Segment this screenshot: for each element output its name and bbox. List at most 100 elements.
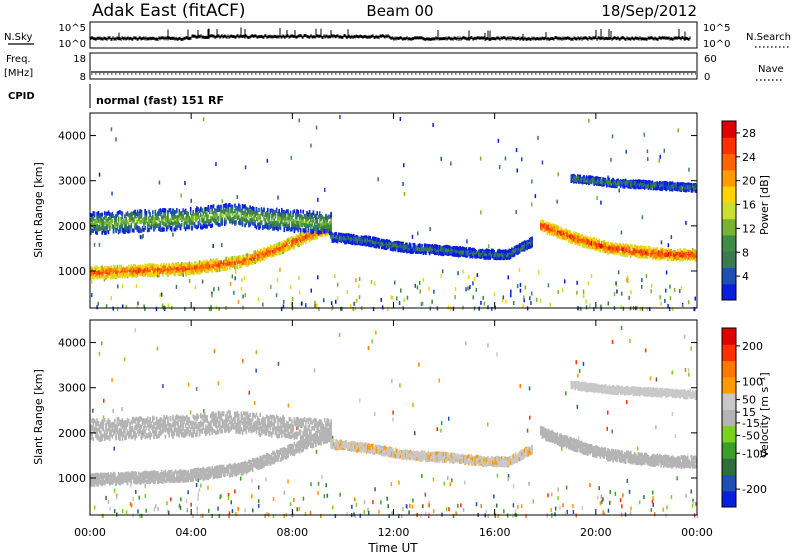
noise-cell xyxy=(356,299,358,303)
noise-cell xyxy=(230,282,232,286)
noise-cell xyxy=(596,196,598,200)
echo-cell xyxy=(263,208,265,212)
echo-cell xyxy=(208,214,210,218)
noise-cell xyxy=(666,270,668,274)
noise-cell xyxy=(276,293,278,297)
noise-cell xyxy=(600,201,602,205)
echo-cell xyxy=(180,226,182,230)
echo-cell xyxy=(278,209,280,213)
echo-cell xyxy=(146,216,148,220)
echo-cell xyxy=(219,268,221,272)
echo-cell xyxy=(330,212,332,216)
noise-cell xyxy=(583,290,585,294)
noise-cell xyxy=(612,134,614,138)
noise-cell xyxy=(94,243,96,247)
noise-cell xyxy=(641,278,643,282)
nave-tick-bottom: 0 xyxy=(704,72,710,83)
noise-cell xyxy=(316,303,318,307)
noise-cell xyxy=(311,289,313,293)
noise-cell xyxy=(664,149,666,153)
noise-cell xyxy=(542,161,544,165)
power-data xyxy=(90,115,697,311)
nave-label: Nave xyxy=(758,64,784,75)
noise-cell xyxy=(337,283,339,287)
noise-cell xyxy=(258,297,260,301)
echo-cell xyxy=(151,226,153,230)
noise-cell xyxy=(392,296,394,300)
noise-cell xyxy=(525,286,527,290)
noise-cell xyxy=(403,163,405,167)
noise-cell xyxy=(615,281,617,285)
noise-cell xyxy=(277,196,279,200)
noise-cell xyxy=(678,128,680,132)
noise-cell xyxy=(122,284,124,288)
noise-cell xyxy=(476,288,478,292)
noise-cell xyxy=(176,285,178,289)
echo-cell xyxy=(144,226,146,230)
noise-cell xyxy=(168,304,170,308)
noise-cell xyxy=(474,277,476,281)
nsearch-tick-top: 10^5 xyxy=(703,23,730,34)
nsearch-label: N.Search xyxy=(746,32,791,43)
noise-cell xyxy=(99,243,101,247)
noise-cell xyxy=(619,189,621,193)
noise-cell xyxy=(618,270,620,274)
echo-cell xyxy=(242,223,244,227)
noise-cell xyxy=(91,293,93,297)
noise-cell xyxy=(522,304,524,308)
noise-cell xyxy=(669,285,671,289)
noise-cell xyxy=(548,283,550,287)
noise-cell xyxy=(530,301,532,305)
noise-cell xyxy=(98,302,100,306)
echo-cell xyxy=(543,220,545,224)
echo-cell xyxy=(211,224,213,228)
echo-cell xyxy=(313,218,315,222)
echo-cell xyxy=(232,205,234,209)
freq-unit-label: [MHz] xyxy=(4,68,33,79)
noise-cell xyxy=(429,227,431,231)
noise-cell xyxy=(659,159,661,163)
freq-tick-bottom: 8 xyxy=(80,72,86,83)
echo-cell xyxy=(237,265,239,269)
noise-cell xyxy=(213,244,215,248)
noise-cell xyxy=(441,157,443,161)
echo-cell xyxy=(330,228,332,232)
echo-cell xyxy=(280,226,282,230)
echo-cell xyxy=(263,257,265,261)
noise-cell xyxy=(191,199,193,203)
noise-cell xyxy=(591,274,593,278)
noise-cell xyxy=(641,285,643,289)
nsearch-tick-bottom: 10^0 xyxy=(703,39,730,50)
echo-cell xyxy=(289,222,291,226)
nsky-panel-frame xyxy=(90,22,697,48)
noise-cell xyxy=(466,239,468,243)
noise-cell xyxy=(491,307,493,311)
noise-cell xyxy=(390,295,392,299)
noise-cell xyxy=(299,118,301,122)
noise-cell xyxy=(660,302,662,306)
noise-cell xyxy=(189,279,191,283)
noise-cell xyxy=(665,289,667,293)
echo-cell xyxy=(235,220,237,224)
noise-cell xyxy=(317,275,319,279)
station-title: Adak East (fitACF) xyxy=(92,1,246,21)
noise-cell xyxy=(195,285,197,289)
noise-cell xyxy=(377,177,379,181)
noise-cell xyxy=(537,136,539,140)
echo-cell xyxy=(113,230,115,234)
noise-cell xyxy=(404,192,406,196)
noise-cell xyxy=(267,159,269,163)
noise-cell xyxy=(314,304,316,308)
noise-cell xyxy=(608,301,610,305)
noise-cell xyxy=(290,285,292,289)
noise-cell xyxy=(520,283,522,287)
noise-cell xyxy=(681,286,683,290)
echo-cell xyxy=(176,209,178,213)
echo-cell xyxy=(109,227,111,231)
echo-cell xyxy=(294,244,296,248)
echo-cell xyxy=(122,211,124,215)
noise-cell xyxy=(381,298,383,302)
echo-cell xyxy=(163,228,165,232)
noise-cell xyxy=(480,210,482,214)
